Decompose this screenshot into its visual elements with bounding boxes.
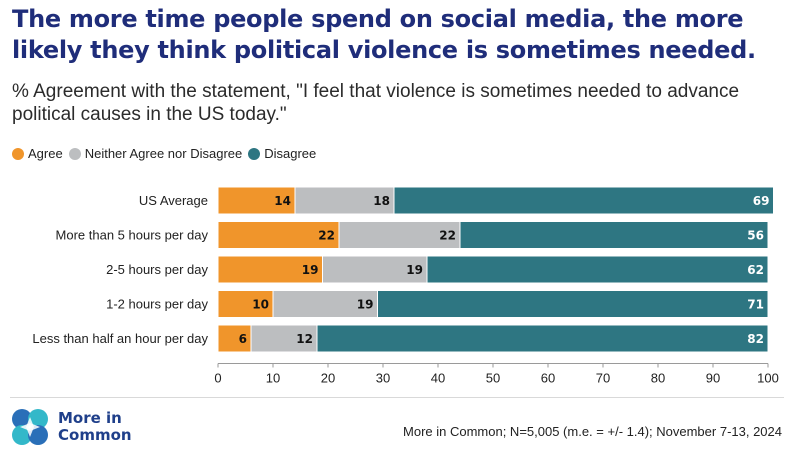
category-label: US Average <box>139 193 208 208</box>
bar-disagree <box>426 255 769 284</box>
logo-line-1: More in <box>58 409 122 427</box>
category-label: 1-2 hours per day <box>106 297 208 312</box>
data-label: 82 <box>747 332 764 346</box>
data-label: 10 <box>252 298 269 312</box>
data-label: 19 <box>406 263 423 277</box>
bar-agree <box>217 324 252 353</box>
legend-item-neither: Neither Agree nor Disagree <box>68 146 243 161</box>
legend: Agree Neither Agree nor Disagree Disagre… <box>12 146 322 161</box>
legend-swatch-agree <box>12 147 24 160</box>
x-tick-label: 60 <box>541 371 555 386</box>
x-tick-label: 0 <box>214 371 221 386</box>
chart-title: The more time people spend on social med… <box>12 5 756 64</box>
bar-neither-agree-nor-disagree <box>294 186 395 215</box>
x-tick-label: 50 <box>486 371 500 386</box>
x-tick-label: 30 <box>376 371 390 386</box>
data-label: 6 <box>239 332 247 346</box>
data-label: 14 <box>274 194 291 208</box>
bar-agree <box>217 186 296 215</box>
legend-label-neither: Neither Agree nor Disagree <box>84 146 243 161</box>
bar-disagree <box>377 290 769 318</box>
data-label: 22 <box>439 229 456 243</box>
bar-neither-agree-nor-disagree <box>250 324 318 353</box>
data-label: 69 <box>753 194 770 208</box>
footer-divider <box>10 397 784 398</box>
logo-line-2: Common <box>58 426 132 444</box>
data-label: 18 <box>373 194 390 208</box>
bar-disagree <box>393 186 774 215</box>
logo-wordmark: More in Common <box>58 410 132 444</box>
legend-label-disagree: Disagree <box>264 146 317 161</box>
legend-label-agree: Agree <box>28 146 63 161</box>
x-tick-label: 20 <box>321 371 335 386</box>
x-tick-label: 100 <box>757 371 779 386</box>
category-label: More than 5 hours per day <box>56 228 209 243</box>
bar-disagree <box>316 324 769 353</box>
bar-neither-agree-nor-disagree <box>272 290 378 318</box>
logo-mark-icon <box>12 409 48 445</box>
data-label: 71 <box>747 298 764 312</box>
x-tick-label: 10 <box>266 371 280 386</box>
bar-agree <box>217 221 340 249</box>
data-label: 62 <box>747 263 764 277</box>
legend-swatch-neither <box>68 147 81 160</box>
source-note: More in Common; N=5,005 (m.e. = +/- 1.4)… <box>403 424 782 439</box>
bar-disagree <box>459 221 769 249</box>
data-label: 56 <box>747 229 764 243</box>
legend-swatch-disagree <box>248 147 261 160</box>
x-tick-label: 80 <box>651 371 665 386</box>
data-label: 19 <box>357 298 374 312</box>
data-label: 22 <box>318 229 335 243</box>
stacked-bar-chart: US Average 14 18 69 More than 5 hours per da… <box>32 186 779 386</box>
category-label: Less than half an hour per day <box>32 331 208 346</box>
bar-agree <box>217 255 323 284</box>
chart-subtitle: % Agreement with the statement, "I feel … <box>12 81 740 125</box>
legend-item-disagree: Disagree <box>248 146 316 161</box>
data-label: 19 <box>302 263 319 277</box>
x-tick-label: 70 <box>596 371 610 386</box>
data-label: 12 <box>296 332 313 346</box>
bar-neither-agree-nor-disagree <box>322 255 428 284</box>
x-tick-label: 90 <box>706 371 720 386</box>
more-in-common-logo: More in Common <box>10 407 132 447</box>
x-tick-label: 40 <box>431 371 445 386</box>
legend-item-agree: Agree <box>12 146 63 161</box>
bar-agree <box>217 290 274 318</box>
category-label: 2-5 hours per day <box>106 262 208 277</box>
